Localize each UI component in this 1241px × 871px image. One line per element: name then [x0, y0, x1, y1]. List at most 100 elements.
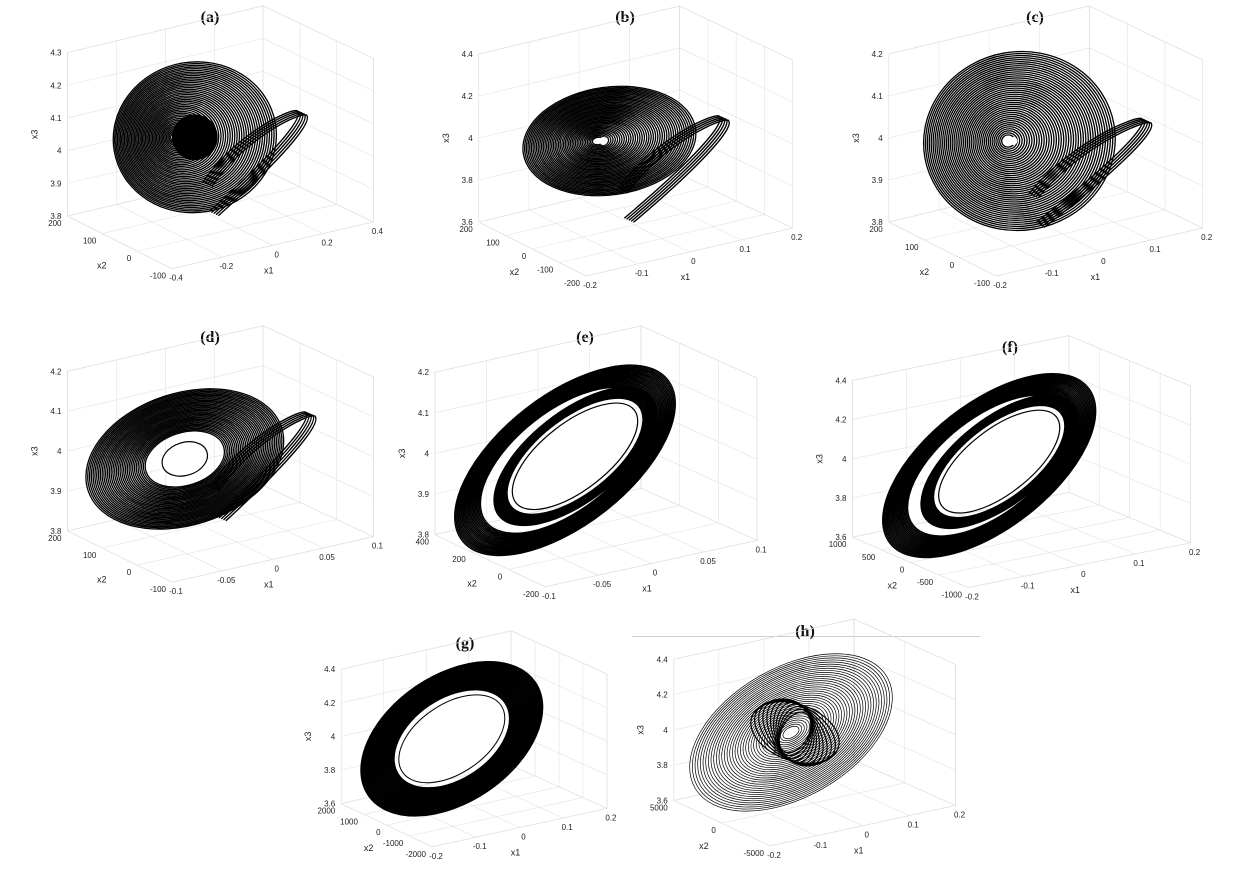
trajectory-loop [938, 67, 1097, 215]
panel-label: (d) [200, 329, 220, 346]
trajectory-loop [117, 411, 252, 507]
x3-tick-label: 4.2 [324, 699, 336, 708]
x2-axis-label: x2 [97, 260, 107, 270]
x3-axis-label: x3 [397, 449, 407, 459]
trajectory-wing [211, 114, 309, 217]
panel-h: (h) 3.6 3.8 4 4.2 4.4 -5000 0 5000 -0.2 -0.1 0 0.1 0.… [630, 614, 980, 866]
trajectory-loop [987, 120, 1033, 162]
plot-svg: (b) 3.6 3.8 4 4.2 4.4 -200 -100 0 100 200 -0.2 -0.1 0… [441, 5, 803, 290]
trajectory-loop [974, 105, 1050, 177]
attractor-trace [689, 653, 893, 812]
trajectory-loop [112, 407, 258, 511]
trajectory-loop [997, 130, 1021, 152]
x3-tick-label: 4.4 [657, 655, 669, 664]
x1-axis-label: x1 [1091, 272, 1101, 282]
trajectory-loop [87, 389, 283, 529]
x1-tick-label: 0 [1081, 570, 1086, 579]
x1-tick-label: 0.2 [1201, 233, 1213, 242]
trajectory-loop [376, 674, 528, 804]
trajectory-wing [1037, 121, 1153, 228]
x2-tick-label: -200 [564, 279, 581, 288]
trajectory-loop [361, 661, 543, 816]
trajectory-loop [959, 89, 1070, 193]
panel-c: (c) 3.8 3.9 4 4.1 4.2 -100 0 100 200 -0.2 -0.1 0 0.1 0… [840, 0, 1230, 300]
trajectory-loop [750, 701, 840, 764]
trajectory-loop [576, 125, 625, 157]
trajectory-loop [380, 678, 523, 800]
trajectory-loop [121, 413, 249, 505]
x3-tick-label: 3.8 [657, 761, 669, 770]
trajectory-loop [968, 99, 1058, 183]
trajectory-loop [462, 371, 668, 549]
trajectory-loop [101, 399, 269, 519]
trajectory-loop [545, 103, 666, 179]
x3-tick-label: 4.1 [50, 407, 62, 416]
x2-axis-label: x2 [467, 579, 477, 589]
x3-tick-label: 3.6 [324, 800, 336, 809]
x2-tick-label: 2000 [317, 807, 335, 816]
x2-tick-label: 200 [48, 534, 62, 543]
x2-tick-label: 5000 [650, 803, 668, 812]
x3-tick-label: 4.4 [324, 665, 336, 674]
panel-b: (b) 3.6 3.8 4 4.2 4.4 -200 -100 0 100 200 -0.2 -0.1 0… [430, 0, 820, 300]
trajectory-loop [569, 120, 634, 162]
x1-tick-label: 0 [865, 831, 870, 840]
trajectory-loop [692, 655, 890, 810]
trajectory-loop [934, 63, 1102, 219]
trajectory-loop [943, 73, 1089, 209]
trajectory-loop [556, 110, 652, 172]
trajectory-loop [758, 699, 832, 766]
x2-tick-label: 0 [498, 572, 503, 581]
trajectory-loop [755, 705, 827, 760]
trajectory-loop [114, 408, 256, 510]
trajectory-loop [127, 80, 252, 195]
x3-tick-label: 4 [468, 134, 473, 143]
plot-svg: (f)3.63.844.24.4-1000-50005001000-0.2-0.… [815, 335, 1201, 602]
x1-tick-label: 0 [1101, 257, 1106, 266]
x1-tick-label: 0 [274, 250, 279, 259]
x3-tick-label: 3.8 [324, 766, 336, 775]
x2-tick-label: -500 [917, 578, 934, 587]
trajectory-loop [697, 659, 885, 806]
trajectory-loop [136, 90, 238, 185]
trajectory-loop [535, 95, 679, 187]
trajectory-loop [705, 665, 877, 800]
trajectory-loop [457, 367, 673, 553]
trajectory-loop [708, 667, 874, 797]
trajectory-loop [466, 375, 664, 546]
x1-axis-label: x1 [642, 584, 652, 594]
trajectory-loop [932, 61, 1104, 221]
trajectory-loop [579, 127, 621, 155]
trajectory-loop [932, 404, 1066, 519]
x2-tick-label: 100 [83, 551, 97, 560]
x1-tick-label: -0.1 [542, 592, 556, 601]
trajectory-loop [461, 370, 669, 550]
dense-core [171, 114, 218, 161]
x2-tick-label: -100 [537, 266, 554, 275]
x1-tick-label: -0.1 [813, 841, 827, 850]
trajectory-wing [217, 415, 317, 522]
trajectory-loop [471, 379, 659, 542]
x3-tick-label: 3.9 [50, 179, 62, 188]
x1-axis-label: x1 [511, 848, 521, 858]
x2-tick-label: 0 [711, 826, 716, 835]
trajectory-loop [581, 129, 619, 153]
x3-tick-label: 3.8 [418, 531, 430, 540]
x3-tick-label: 3.9 [872, 176, 884, 185]
x2-tick-label: 1000 [340, 817, 358, 826]
trajectory-loop [776, 703, 814, 762]
trajectory-wing [1035, 120, 1151, 227]
trajectory-loop [525, 88, 693, 194]
x3-tick-label: 3.9 [50, 487, 62, 496]
x2-tick-label: -2000 [406, 850, 427, 859]
x1-axis-label: x1 [681, 272, 691, 282]
trajectory-loop [139, 93, 234, 181]
panel-a: (a) 3.8 3.9 4 4.1 4.2 4.3 -100 0 100 200 -0.4 -0.2 0 0… [20, 0, 400, 292]
x2-tick-label: 200 [452, 555, 466, 564]
trajectory-loop [130, 420, 240, 498]
trajectory-loop [369, 668, 535, 809]
x1-tick-label: 0.05 [319, 553, 335, 562]
trajectory-loop [364, 664, 539, 813]
trajectory-loop [566, 117, 639, 165]
trajectory-loop [132, 421, 238, 497]
